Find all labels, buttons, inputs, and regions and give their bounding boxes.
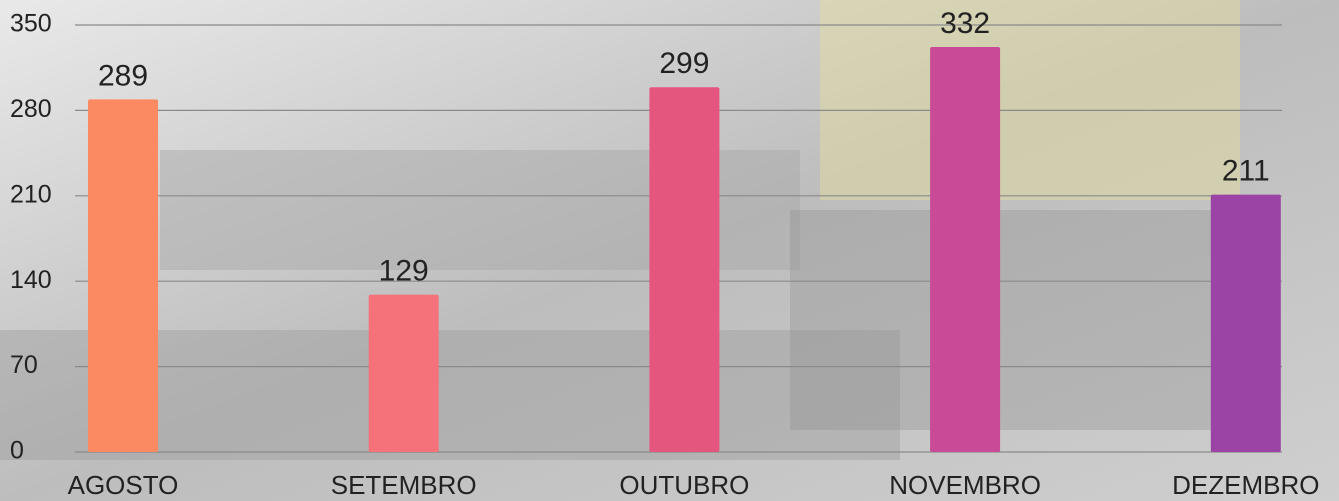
y-tick-label: 0: [10, 437, 24, 465]
y-tick-label: 280: [10, 95, 52, 123]
x-tick-label: SETEMBRO: [331, 470, 477, 500]
chart: 0 70 140 210 280 350 289 AGOSTO 129 SETEMBRO 299 OU…: [0, 0, 1339, 501]
bar: [369, 295, 439, 452]
value-label: 299: [659, 47, 709, 80]
x-tick-label: OUTUBRO: [619, 470, 749, 500]
bar: [1211, 195, 1281, 452]
y-tick-label: 210: [10, 180, 52, 208]
x-tick-label: AGOSTO: [68, 470, 179, 500]
page: 0 70 140 210 280 350 289 AGOSTO 129 SETEMBRO 299 OU…: [0, 0, 1339, 501]
value-label: 211: [1222, 155, 1270, 188]
value-label: 129: [379, 255, 429, 288]
machine-shade: [790, 210, 1250, 430]
x-tick-label: NOVEMBRO: [889, 470, 1041, 500]
bar: [649, 87, 719, 452]
y-tick-label: 350: [10, 10, 52, 38]
value-label: 332: [940, 7, 990, 40]
y-tick-label: 70: [10, 351, 38, 379]
bar: [930, 47, 1000, 452]
bar: [88, 99, 158, 452]
value-label: 289: [98, 59, 148, 92]
machine-shade: [820, 0, 1240, 200]
x-tick-label: DEZEMBRO: [1172, 470, 1319, 500]
y-tick-label: 140: [10, 266, 52, 294]
